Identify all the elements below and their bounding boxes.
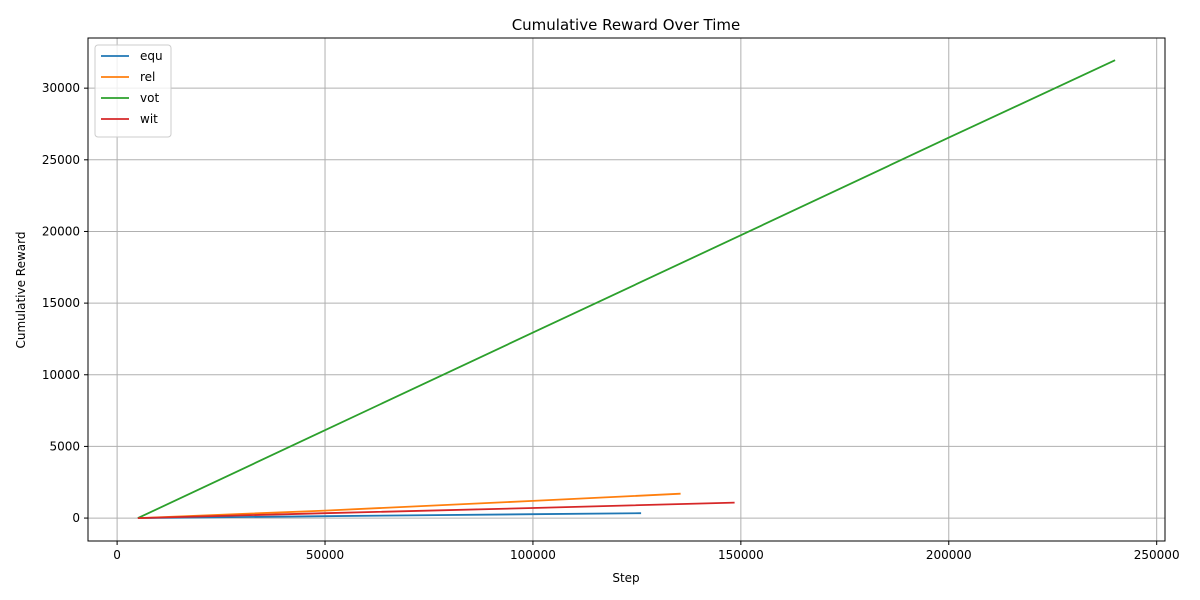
x-axis-ticks: 0 50000 100000 150000 200000 250000 (113, 541, 1180, 562)
series-line-equ (137, 512, 642, 519)
legend-label-equ: equ (140, 49, 163, 63)
y-tick-label: 30000 (42, 81, 80, 95)
legend-label-vot: vot (140, 91, 159, 105)
x-tick-label: 200000 (926, 548, 972, 562)
plot-frame (87, 37, 1166, 542)
chart-title: Cumulative Reward Over Time (512, 16, 741, 34)
x-tick-label: 100000 (510, 548, 556, 562)
y-tick-label: 25000 (42, 153, 80, 167)
series-lines (137, 59, 1116, 519)
series-line-rel (137, 492, 681, 519)
y-axis-label: Cumulative Reward (14, 232, 28, 349)
grid (88, 38, 1165, 541)
series-line-wit (137, 501, 735, 519)
y-tick-label: 5000 (49, 439, 80, 453)
x-axis-label: Step (612, 571, 639, 585)
legend-label-wit: wit (140, 112, 158, 126)
legend-label-rel: rel (140, 70, 155, 84)
legend-box (94, 44, 172, 138)
x-tick-label: 150000 (718, 548, 764, 562)
y-axis-ticks: 0 5000 10000 15000 20000 25000 30000 (42, 81, 88, 525)
x-tick-label: 0 (113, 548, 121, 562)
y-tick-label: 15000 (42, 296, 80, 310)
legend: equ rel vot wit (94, 44, 172, 138)
x-tick-label: 50000 (306, 548, 344, 562)
y-tick-label: 20000 (42, 224, 80, 238)
y-tick-label: 0 (72, 511, 80, 525)
x-tick-label: 250000 (1134, 548, 1180, 562)
y-tick-label: 10000 (42, 368, 80, 382)
series-line-vot (137, 59, 1116, 519)
